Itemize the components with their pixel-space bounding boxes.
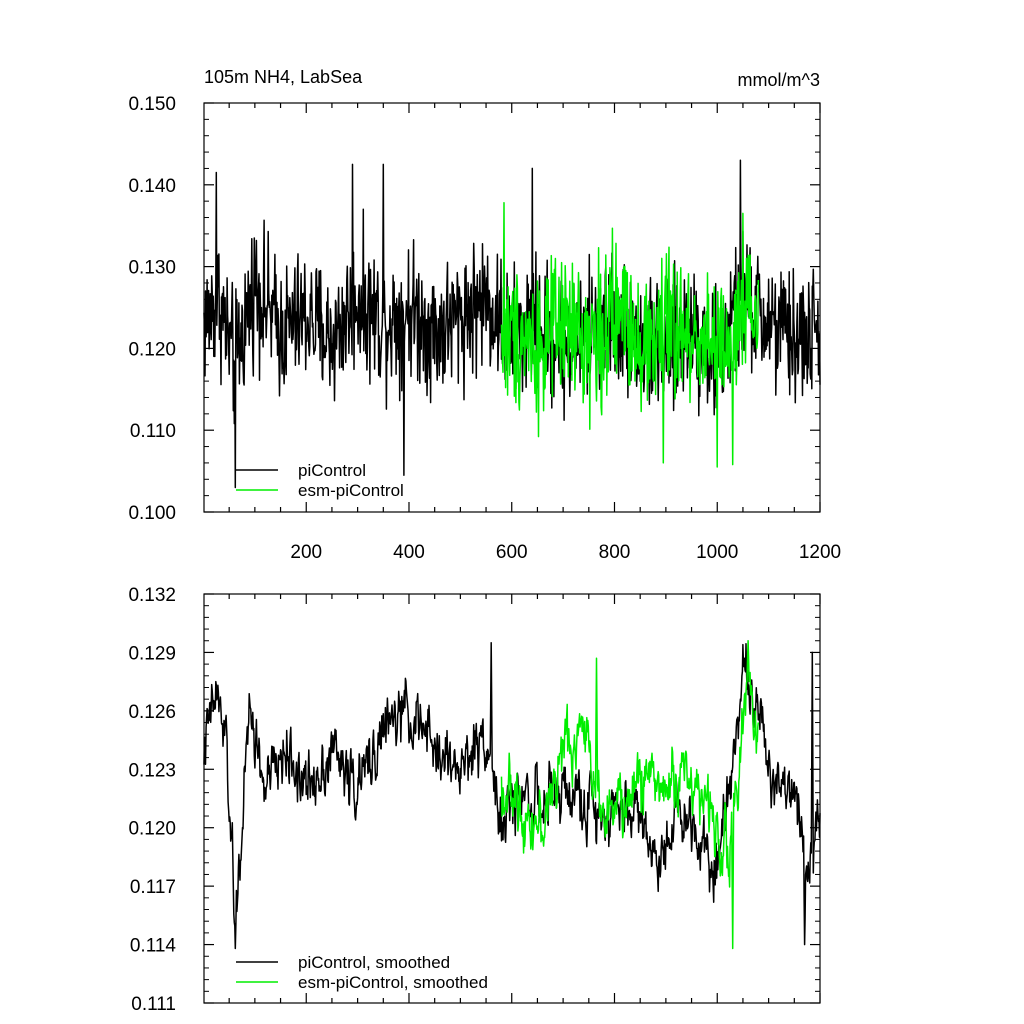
y-tick-label: 0.140	[128, 176, 176, 197]
series-line-esm-picontrol-smoothed	[500, 639, 760, 950]
legend-label: esm-piControl	[298, 481, 404, 500]
top-panel-title: 105m NH4, LabSea	[204, 67, 363, 87]
legend-label: esm-piControl, smoothed	[298, 973, 488, 992]
bottom-panel: 0.111 0.114 0.117 0.120 0.123 0.126 0.129 0.132…	[128, 585, 821, 1015]
y-tick-label: 0.130	[128, 258, 176, 279]
y-tick-label: 0.132	[128, 585, 176, 606]
y-tick-label: 0.120	[128, 819, 176, 840]
series-line-picontrol-smoothed	[203, 641, 821, 950]
legend-label: piControl	[298, 461, 366, 480]
series-line-esm-picontrol	[500, 202, 760, 468]
x-tick-label: 800	[599, 542, 631, 563]
y-tick-label: 0.150	[128, 94, 176, 115]
y-tick-label: 0.111	[131, 994, 176, 1015]
legend-label: piControl, smoothed	[298, 953, 450, 972]
x-tick-label: 600	[496, 542, 528, 563]
x-tick-label: 1000	[696, 542, 738, 563]
y-tick-label: 0.129	[128, 643, 176, 664]
y-tick-label: 0.123	[128, 760, 176, 781]
x-tick-label: 1200	[799, 542, 841, 563]
y-tick-label: 0.114	[130, 936, 177, 957]
y-tick-label: 0.117	[130, 877, 176, 898]
top-panel: 0.100 0.110 0.120 0.130 0.140 0.150 200 400 600 8…	[128, 94, 841, 563]
y-tick-label: 0.126	[128, 702, 176, 723]
x-tick-label: 200	[290, 542, 322, 563]
x-tick-label: 400	[393, 542, 425, 563]
y-tick-label: 0.100	[128, 503, 176, 524]
y-tick-label: 0.120	[128, 339, 176, 360]
top-panel-units: mmol/m^3	[738, 70, 820, 90]
y-tick-label: 0.110	[130, 421, 176, 442]
